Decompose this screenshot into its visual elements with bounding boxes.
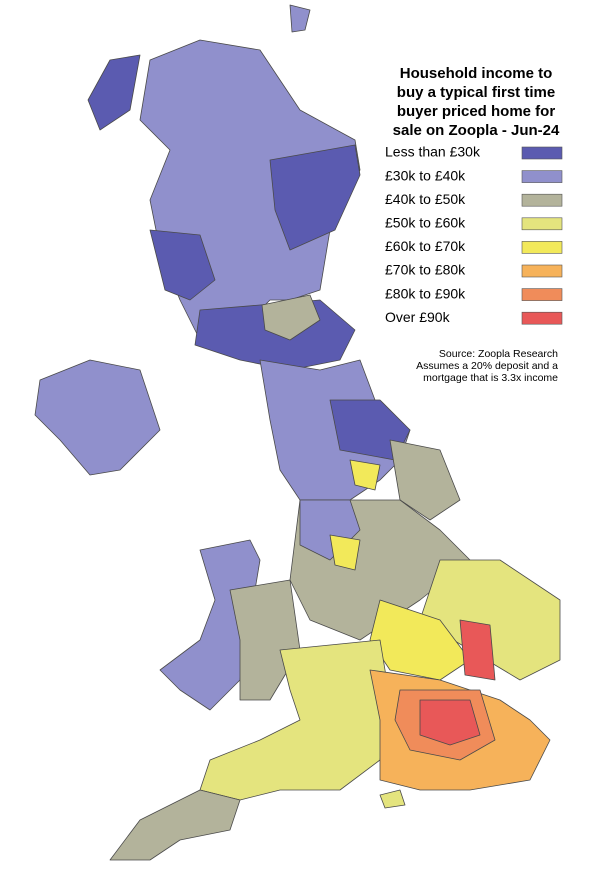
- region: [289, 4, 311, 33]
- region: [349, 459, 381, 491]
- region: [329, 534, 361, 571]
- legend-swatch: [521, 288, 563, 301]
- region: [419, 699, 481, 746]
- source-line: Source: Zoopla Research: [439, 348, 558, 360]
- region: [379, 789, 406, 809]
- legend-label: £30k to £40k: [385, 167, 466, 183]
- source-line: mortgage that is 3.3x income: [423, 372, 558, 384]
- legend-label: £50k to £60k: [385, 215, 466, 231]
- legend-label: £80k to £90k: [385, 285, 466, 301]
- region: [34, 359, 161, 476]
- legend: Less than £30k £30k to £40k £40k to £50k £5…: [385, 144, 563, 325]
- legend-swatch: [521, 193, 563, 207]
- title-line: buy a typical first time: [397, 84, 555, 101]
- legend-label: £60k to £70k: [385, 238, 466, 254]
- legend-swatch: [521, 311, 563, 325]
- region: [389, 439, 461, 521]
- legend-swatch: [521, 146, 563, 160]
- region: [459, 619, 496, 681]
- legend-label: Less than £30k: [385, 144, 481, 160]
- title-line: sale on Zoopla - Jun-24: [393, 122, 560, 139]
- title-line: Household income to: [400, 65, 553, 82]
- title-line: buyer priced home for: [397, 103, 556, 120]
- legend-label: £40k to £50k: [385, 191, 466, 207]
- region: [109, 789, 241, 861]
- region: [87, 54, 141, 131]
- region: [159, 539, 261, 711]
- legend-swatch: [521, 264, 563, 278]
- region: [261, 294, 321, 341]
- region: [269, 144, 361, 251]
- map-title: Household income to buy a typical first t…: [393, 65, 560, 139]
- legend-label: Over £90k: [385, 309, 451, 325]
- source-line: Assumes a 20% deposit and a: [416, 360, 558, 372]
- legend-swatch: [521, 217, 563, 231]
- legend-swatch: [521, 241, 563, 254]
- legend-label: £70k to £80k: [385, 262, 466, 278]
- legend-swatch: [521, 170, 563, 183]
- region: [149, 229, 216, 301]
- map-regions: [34, 4, 561, 861]
